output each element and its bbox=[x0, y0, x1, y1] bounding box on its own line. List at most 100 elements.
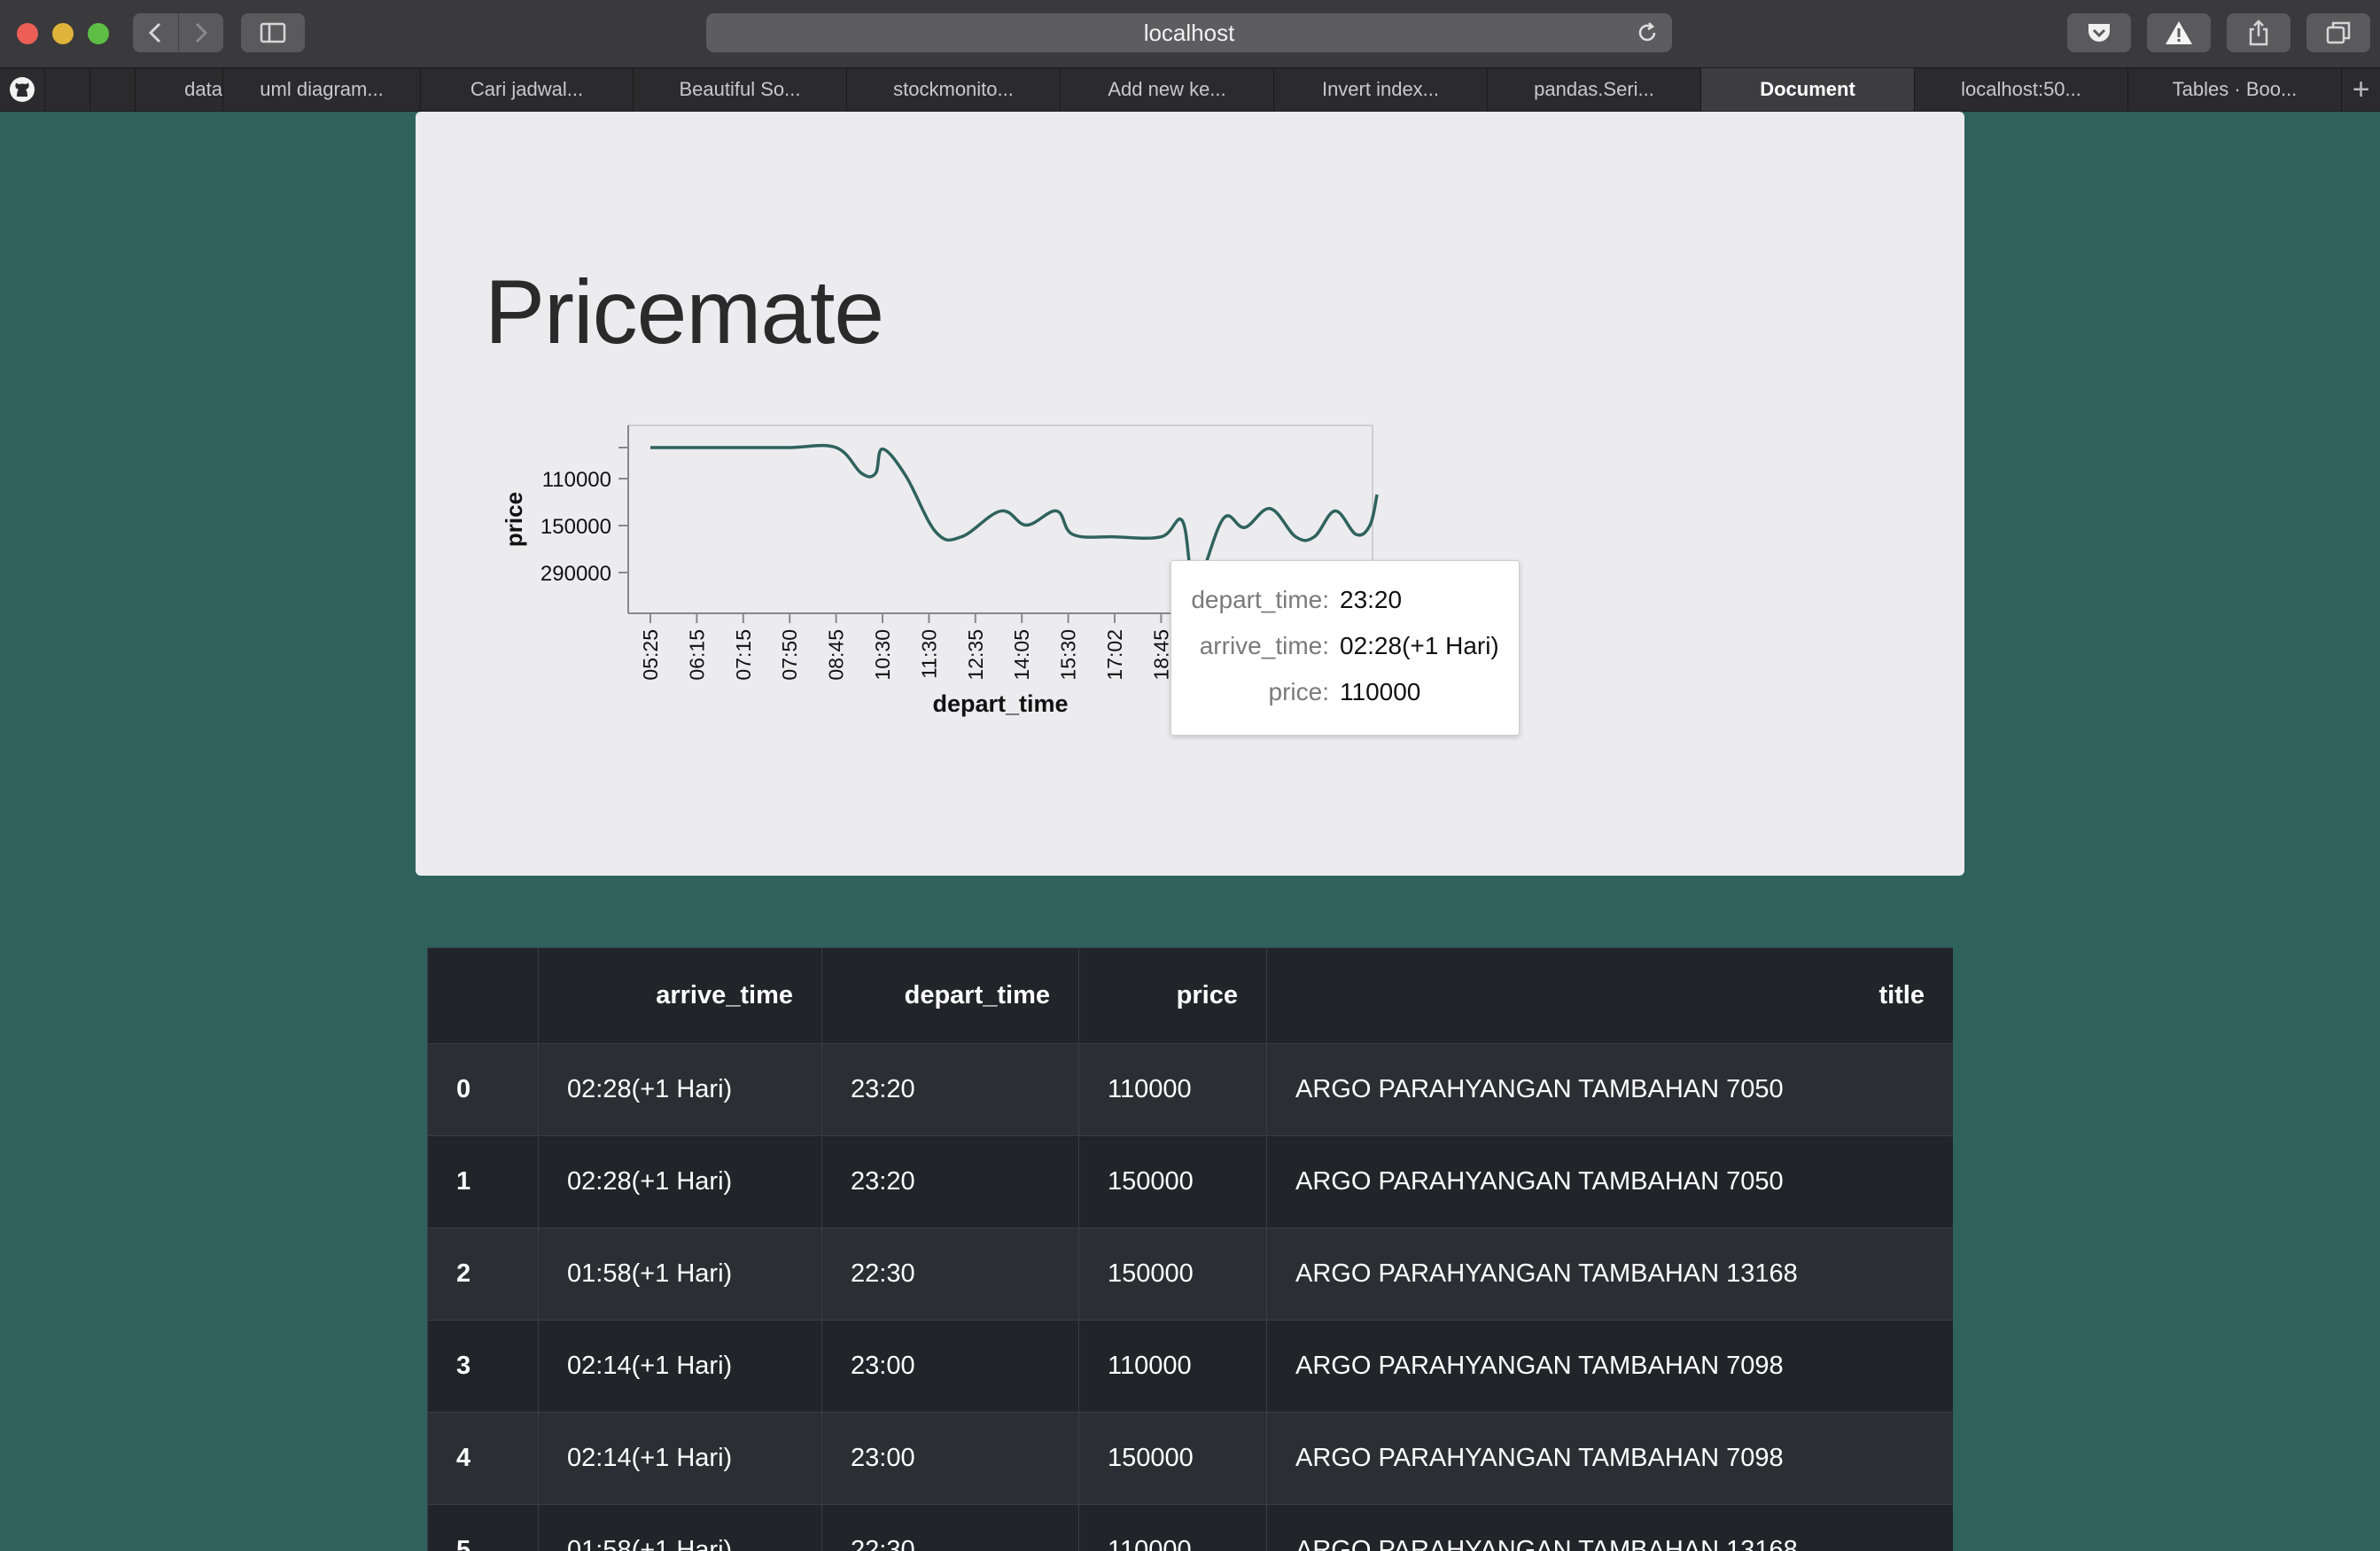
cell-arrive-time: 02:28(+1 Hari) bbox=[538, 1043, 822, 1136]
cell-depart-time: 23:00 bbox=[821, 1412, 1079, 1505]
series-line[interactable] bbox=[649, 443, 1379, 585]
x-tick-label: 10:30 bbox=[871, 629, 894, 681]
cell-depart-time: 23:00 bbox=[821, 1320, 1079, 1413]
x-tick-label: 17:02 bbox=[1103, 629, 1126, 681]
column-header-price: price bbox=[1078, 947, 1267, 1044]
forward-button[interactable] bbox=[177, 13, 224, 52]
row-index: 3 bbox=[427, 1320, 539, 1413]
y-tick-label: 290000 bbox=[541, 562, 611, 586]
pocket-button[interactable] bbox=[2067, 13, 2131, 52]
tooltip-value: 23:20 bbox=[1340, 586, 1403, 613]
x-tick-label: 05:25 bbox=[639, 629, 662, 681]
pocket-icon bbox=[2088, 24, 2110, 42]
close-window-button[interactable] bbox=[17, 23, 38, 44]
y-tick-label: 150000 bbox=[541, 515, 611, 539]
pinned-tab[interactable] bbox=[90, 68, 136, 111]
chevron-right-icon bbox=[195, 22, 207, 43]
column-header-arrive-time: arrive_time bbox=[538, 947, 822, 1044]
sidebar-icon bbox=[260, 22, 286, 43]
row-index: 2 bbox=[427, 1228, 539, 1321]
table-header-row: arrive_time depart_time price title bbox=[427, 947, 1953, 1044]
tab-stockmonitor[interactable]: stockmonito... bbox=[847, 68, 1061, 111]
tooltip-key: arrive_time: bbox=[1199, 632, 1329, 659]
tab-bar: data uml diagram... Cari jadwal... Beaut… bbox=[0, 67, 2380, 112]
tooltip-value: 02:28(+1 Hari) bbox=[1340, 632, 1499, 659]
cell-title: ARGO PARAHYANGAN TAMBAHAN 7050 bbox=[1266, 1135, 1953, 1228]
chart-tooltip: depart_time: 23:20 arrive_time: 02:28(+1… bbox=[1171, 560, 1520, 736]
x-tick-label: 12:35 bbox=[964, 629, 987, 681]
cell-price: 110000 bbox=[1078, 1320, 1267, 1413]
maximize-window-button[interactable] bbox=[88, 23, 109, 44]
table-row: 0 02:28(+1 Hari) 23:20 110000 ARGO PARAH… bbox=[427, 1043, 1953, 1136]
share-button[interactable] bbox=[2227, 13, 2291, 52]
tab-invert-index[interactable]: Invert index... bbox=[1274, 68, 1488, 111]
tab-beautiful-soup[interactable]: Beautiful So... bbox=[634, 68, 847, 111]
row-index: 4 bbox=[427, 1412, 539, 1505]
cell-depart-time: 22:30 bbox=[821, 1228, 1079, 1321]
tab-pandas-series[interactable]: pandas.Seri... bbox=[1488, 68, 1701, 111]
tab-uml-diagram[interactable]: uml diagram... bbox=[223, 68, 421, 111]
y-tick-label: 110000 bbox=[542, 468, 611, 492]
data-table-container: arrive_time depart_time price title 0 02… bbox=[427, 947, 1953, 1551]
cell-price: 150000 bbox=[1078, 1228, 1267, 1321]
tab-localhost[interactable]: localhost:50... bbox=[1915, 68, 2128, 111]
table-row: 3 02:14(+1 Hari) 23:00 110000 ARGO PARAH… bbox=[427, 1320, 1953, 1413]
column-header-depart-time: depart_time bbox=[821, 947, 1079, 1044]
tab-add-new-key[interactable]: Add new ke... bbox=[1061, 68, 1274, 111]
tabs-overview-icon bbox=[2326, 21, 2351, 44]
x-tick-label: 07:50 bbox=[778, 629, 801, 681]
sidebar-toggle-button[interactable] bbox=[241, 13, 305, 52]
pinned-tab[interactable] bbox=[45, 68, 90, 111]
table-row: 1 02:28(+1 Hari) 23:20 150000 ARGO PARAH… bbox=[427, 1135, 1953, 1228]
row-index: 1 bbox=[427, 1135, 539, 1228]
y-ticks: 110000 150000 290000 bbox=[541, 468, 628, 586]
pinned-tab-github[interactable] bbox=[0, 68, 45, 111]
warning-button[interactable] bbox=[2147, 13, 2211, 52]
cell-depart-time: 22:30 bbox=[821, 1504, 1079, 1551]
x-tick-label: 06:15 bbox=[685, 629, 708, 681]
new-tab-button[interactable]: + bbox=[2352, 72, 2370, 106]
y-axis-title: price bbox=[501, 492, 527, 547]
cell-price: 150000 bbox=[1078, 1135, 1267, 1228]
tab-document[interactable]: Document bbox=[1701, 68, 1915, 111]
cell-title: ARGO PARAHYANGAN TAMBAHAN 7098 bbox=[1266, 1320, 1953, 1413]
cell-title: ARGO PARAHYANGAN TAMBAHAN 13168 bbox=[1266, 1228, 1953, 1321]
x-tick-label: 11:30 bbox=[917, 629, 940, 679]
tab-data[interactable]: data bbox=[136, 68, 223, 111]
x-tick-label: 15:30 bbox=[1057, 629, 1080, 681]
tooltip-key: price: bbox=[1268, 678, 1329, 705]
cell-price: 150000 bbox=[1078, 1412, 1267, 1505]
cell-title: ARGO PARAHYANGAN TAMBAHAN 13168 bbox=[1266, 1504, 1953, 1551]
cell-depart-time: 23:20 bbox=[821, 1043, 1079, 1136]
reload-icon[interactable] bbox=[1635, 20, 1660, 45]
cell-title: ARGO PARAHYANGAN TAMBAHAN 7050 bbox=[1266, 1043, 1953, 1136]
cell-arrive-time: 01:58(+1 Hari) bbox=[538, 1504, 822, 1551]
back-button[interactable] bbox=[133, 13, 178, 52]
tab-tables-bootstrap[interactable]: Tables · Boo... bbox=[2128, 68, 2342, 111]
cell-price: 110000 bbox=[1078, 1504, 1267, 1551]
page-title: Pricemate bbox=[485, 261, 884, 362]
cell-price: 110000 bbox=[1078, 1043, 1267, 1136]
table-row: 5 01:58(+1 Hari) 22:30 110000 ARGO PARAH… bbox=[427, 1504, 1953, 1551]
cell-arrive-time: 02:14(+1 Hari) bbox=[538, 1320, 822, 1413]
column-header-index bbox=[427, 947, 539, 1044]
row-index: 5 bbox=[427, 1504, 539, 1551]
data-table: arrive_time depart_time price title 0 02… bbox=[427, 947, 1953, 1551]
table-row: 2 01:58(+1 Hari) 22:30 150000 ARGO PARAH… bbox=[427, 1228, 1953, 1321]
tooltip-row: arrive_time: 02:28(+1 Hari) bbox=[1171, 632, 1519, 667]
price-line-chart[interactable]: 110000 150000 290000 05:25 06:15 07:15 07:50 0… bbox=[416, 112, 1964, 876]
github-icon bbox=[10, 77, 35, 102]
tooltip-value: 110000 bbox=[1340, 678, 1421, 705]
row-index: 0 bbox=[427, 1043, 539, 1136]
show-tabs-button[interactable] bbox=[2306, 13, 2370, 52]
tab-cari-jadwal[interactable]: Cari jadwal... bbox=[421, 68, 634, 111]
cell-arrive-time: 02:14(+1 Hari) bbox=[538, 1412, 822, 1505]
x-tick-label: 08:45 bbox=[825, 629, 848, 681]
minimize-window-button[interactable] bbox=[52, 23, 74, 44]
x-tick-label: 14:05 bbox=[1010, 629, 1033, 681]
chevron-left-icon bbox=[149, 22, 161, 43]
tooltip-key: depart_time: bbox=[1191, 586, 1329, 613]
address-bar[interactable]: localhost bbox=[706, 13, 1672, 52]
share-icon bbox=[2249, 19, 2268, 46]
x-tick-label: 18:45 bbox=[1149, 629, 1172, 681]
